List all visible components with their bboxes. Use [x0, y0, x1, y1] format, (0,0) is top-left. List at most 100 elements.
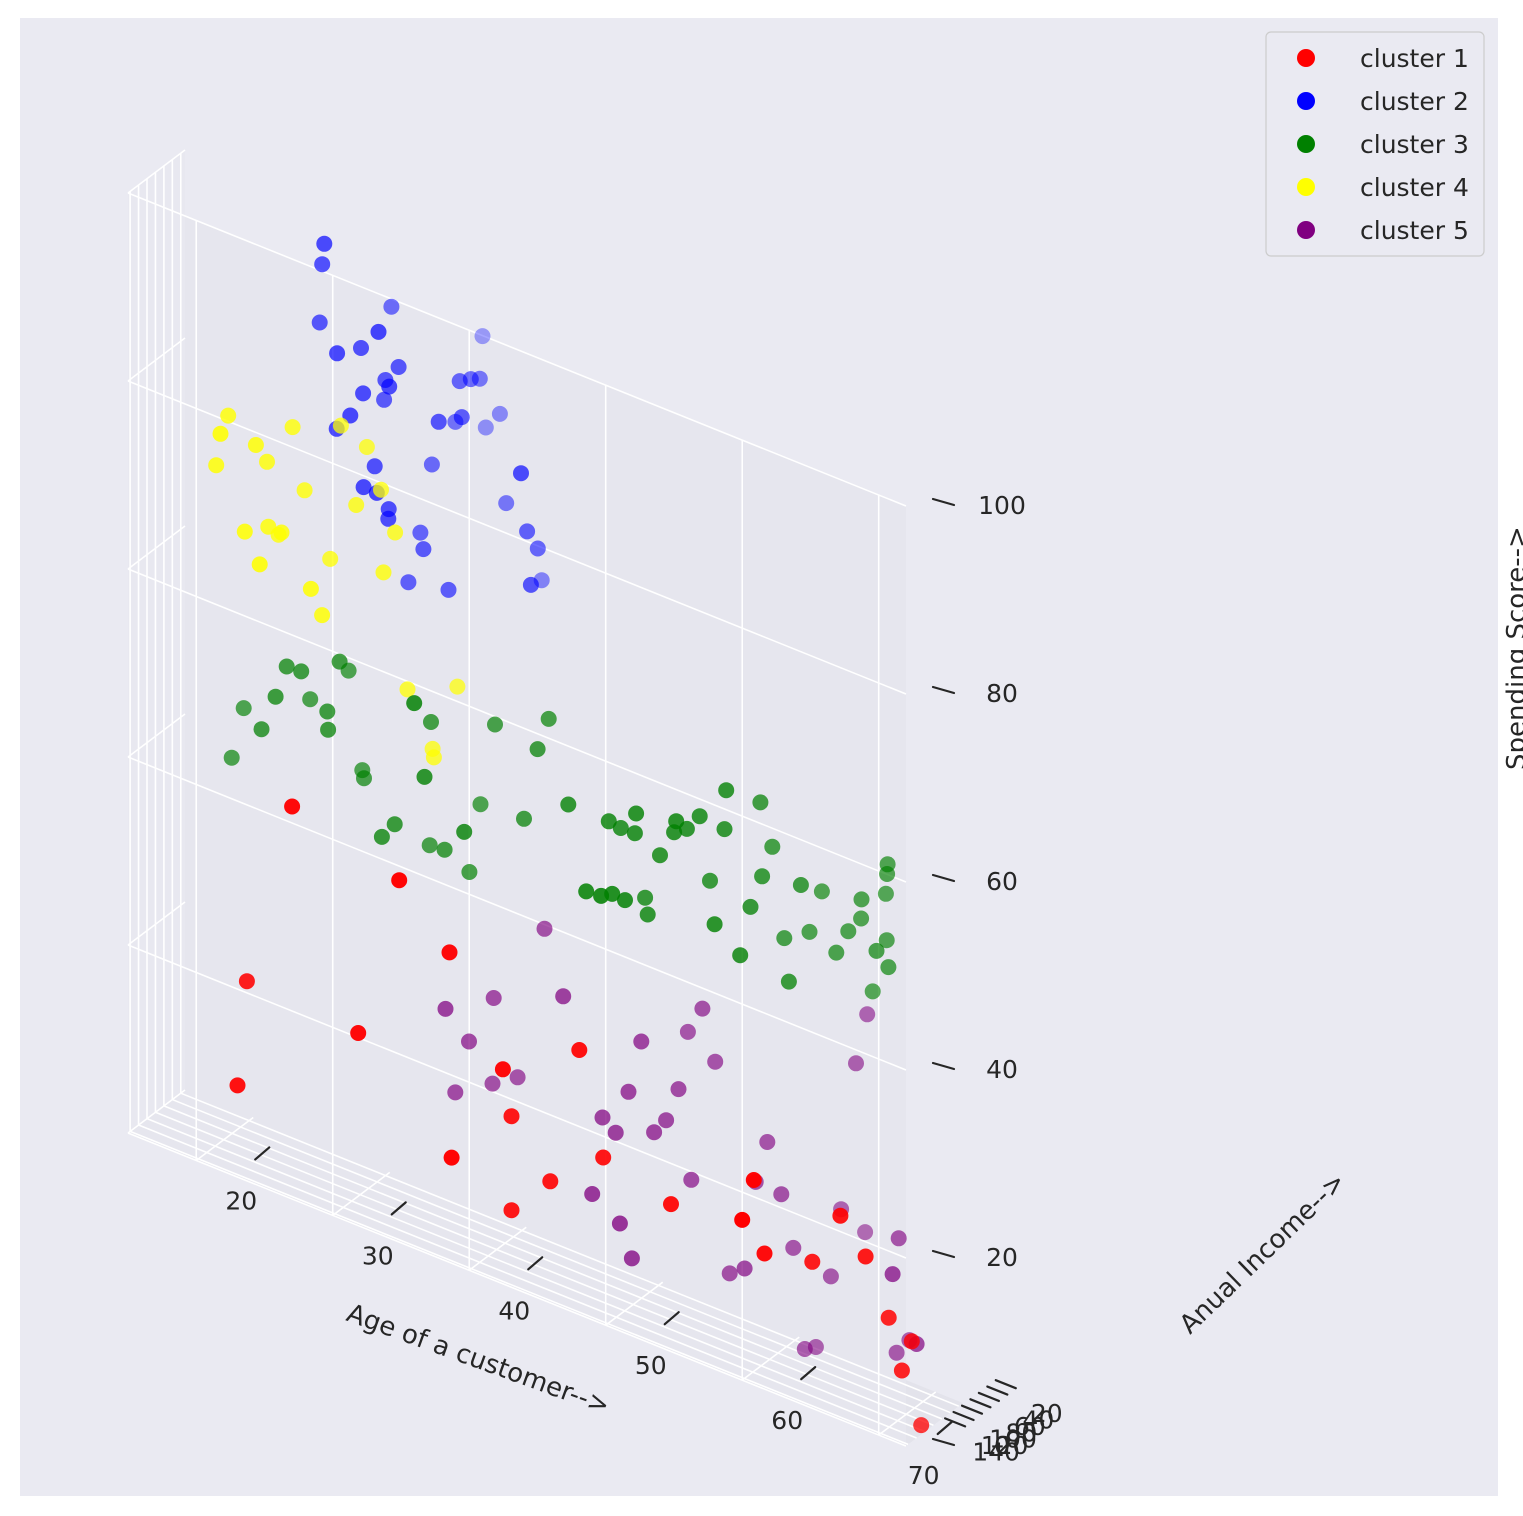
y-tick-label: 100	[989, 1425, 1037, 1454]
data-point-cluster-2	[355, 479, 372, 496]
legend-marker-cluster-2	[1297, 92, 1315, 110]
data-point-cluster-5	[607, 1124, 624, 1141]
data-point-cluster-3	[716, 821, 733, 838]
data-point-cluster-4	[208, 457, 225, 474]
data-point-cluster-2	[342, 407, 359, 424]
y-grid-floor	[138, 1124, 917, 1439]
data-point-cluster-3	[864, 983, 881, 1000]
data-point-cluster-3	[223, 749, 240, 766]
data-point-cluster-4	[332, 417, 349, 434]
legend: cluster 1 cluster 2 cluster 3 cluster 4 clus…	[1265, 31, 1485, 257]
data-point-cluster-3	[718, 782, 735, 799]
data-point-cluster-5	[721, 1265, 738, 1282]
z-tick-label: 20	[986, 1243, 1018, 1272]
data-point-cluster-1	[441, 944, 458, 961]
data-point-cluster-3	[319, 703, 336, 720]
data-point-cluster-3	[668, 813, 685, 830]
z-tick-label: 40	[986, 1055, 1018, 1084]
data-point-cluster-4	[375, 564, 392, 581]
data-point-cluster-5	[484, 1075, 501, 1092]
z-grid-side	[127, 149, 186, 194]
data-point-cluster-3	[487, 716, 503, 733]
data-point-cluster-1	[745, 1172, 762, 1188]
data-point-cluster-3	[578, 883, 595, 900]
data-point-cluster-5	[555, 988, 572, 1005]
data-point-cluster-3	[742, 898, 759, 915]
data-point-cluster-3	[612, 820, 629, 836]
x-grid-floor	[878, 1391, 937, 1436]
data-point-cluster-3	[637, 889, 654, 906]
legend-marker-cluster-3	[1297, 135, 1315, 153]
data-point-cluster-4	[296, 482, 313, 499]
data-point-cluster-2	[314, 256, 331, 273]
z-grid-back	[127, 568, 907, 883]
data-point-cluster-5	[888, 1344, 905, 1361]
data-point-cluster-3	[593, 887, 610, 904]
data-point-cluster-3	[406, 695, 423, 712]
data-point-cluster-3	[828, 944, 845, 961]
z-grid-side	[127, 337, 186, 382]
data-point-cluster-2	[415, 541, 432, 558]
y-grid-floor	[155, 1111, 934, 1427]
data-point-cluster-2	[376, 391, 393, 408]
data-point-cluster-1	[571, 1042, 588, 1058]
data-point-cluster-1	[350, 1025, 367, 1041]
data-point-cluster-2	[474, 328, 491, 345]
z-tick-label: 0	[994, 1431, 1010, 1460]
legend-label-cluster-3: cluster 3	[1360, 130, 1469, 159]
data-point-cluster-5	[683, 1171, 700, 1188]
data-point-cluster-4	[387, 524, 404, 541]
data-point-cluster-3	[373, 828, 390, 845]
data-point-cluster-5	[633, 1033, 650, 1050]
data-point-cluster-2	[491, 405, 508, 422]
data-point-cluster-3	[278, 658, 295, 675]
data-point-cluster-3	[702, 872, 718, 889]
legend-marker-cluster-5	[1297, 221, 1315, 239]
data-point-cluster-3	[853, 891, 870, 908]
data-point-cluster-3	[868, 942, 885, 959]
x-tick-label: 20	[225, 1186, 257, 1215]
data-point-cluster-3	[754, 868, 771, 885]
z-tick-label: 80	[986, 679, 1018, 708]
data-point-cluster-4	[425, 749, 442, 766]
data-point-cluster-2	[381, 378, 398, 395]
y-tick	[969, 1398, 992, 1409]
legend-marker-cluster-1	[1297, 49, 1315, 67]
z-tick	[931, 685, 956, 695]
y-tick	[944, 1417, 967, 1428]
x-tick	[254, 1146, 271, 1161]
data-point-cluster-3	[461, 864, 478, 880]
data-point-cluster-2	[519, 523, 536, 540]
z-tick-label: 100	[978, 491, 1026, 520]
x-grid-floor	[741, 1336, 800, 1381]
data-point-cluster-2	[477, 419, 494, 436]
data-point-cluster-5	[536, 920, 553, 937]
y-grid-floor	[146, 1117, 926, 1433]
data-point-cluster-3	[880, 959, 897, 976]
data-point-cluster-5	[594, 1109, 611, 1126]
y-tick-label: 40	[1022, 1406, 1054, 1435]
legend-label-cluster-5: cluster 5	[1360, 216, 1469, 245]
z-tick	[931, 1249, 956, 1259]
data-point-cluster-3	[436, 841, 453, 858]
z-grid-back	[127, 1132, 907, 1447]
data-point-cluster-1	[284, 798, 301, 815]
data-point-cluster-3	[813, 883, 830, 900]
data-point-cluster-3	[421, 837, 438, 854]
data-point-cluster-1	[832, 1207, 849, 1224]
legend-box	[1265, 31, 1485, 257]
data-point-cluster-2	[366, 458, 383, 475]
x-grid-floor	[195, 1116, 254, 1162]
data-point-cluster-3	[879, 856, 896, 873]
legend-label-cluster-2: cluster 2	[1360, 87, 1469, 116]
data-point-cluster-5	[646, 1124, 663, 1141]
data-point-cluster-5	[707, 1053, 724, 1070]
data-point-cluster-5	[485, 990, 502, 1006]
data-point-cluster-3	[320, 721, 337, 738]
data-point-cluster-3	[776, 930, 793, 947]
data-point-cluster-3	[628, 805, 645, 822]
data-point-cluster-3	[877, 885, 894, 902]
y-tick-label: 80	[1006, 1418, 1038, 1447]
data-point-cluster-1	[542, 1173, 559, 1190]
